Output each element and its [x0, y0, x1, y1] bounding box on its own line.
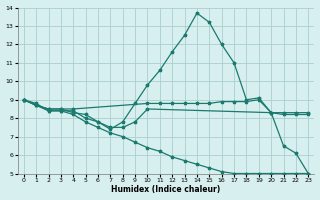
X-axis label: Humidex (Indice chaleur): Humidex (Indice chaleur) [111, 185, 221, 194]
